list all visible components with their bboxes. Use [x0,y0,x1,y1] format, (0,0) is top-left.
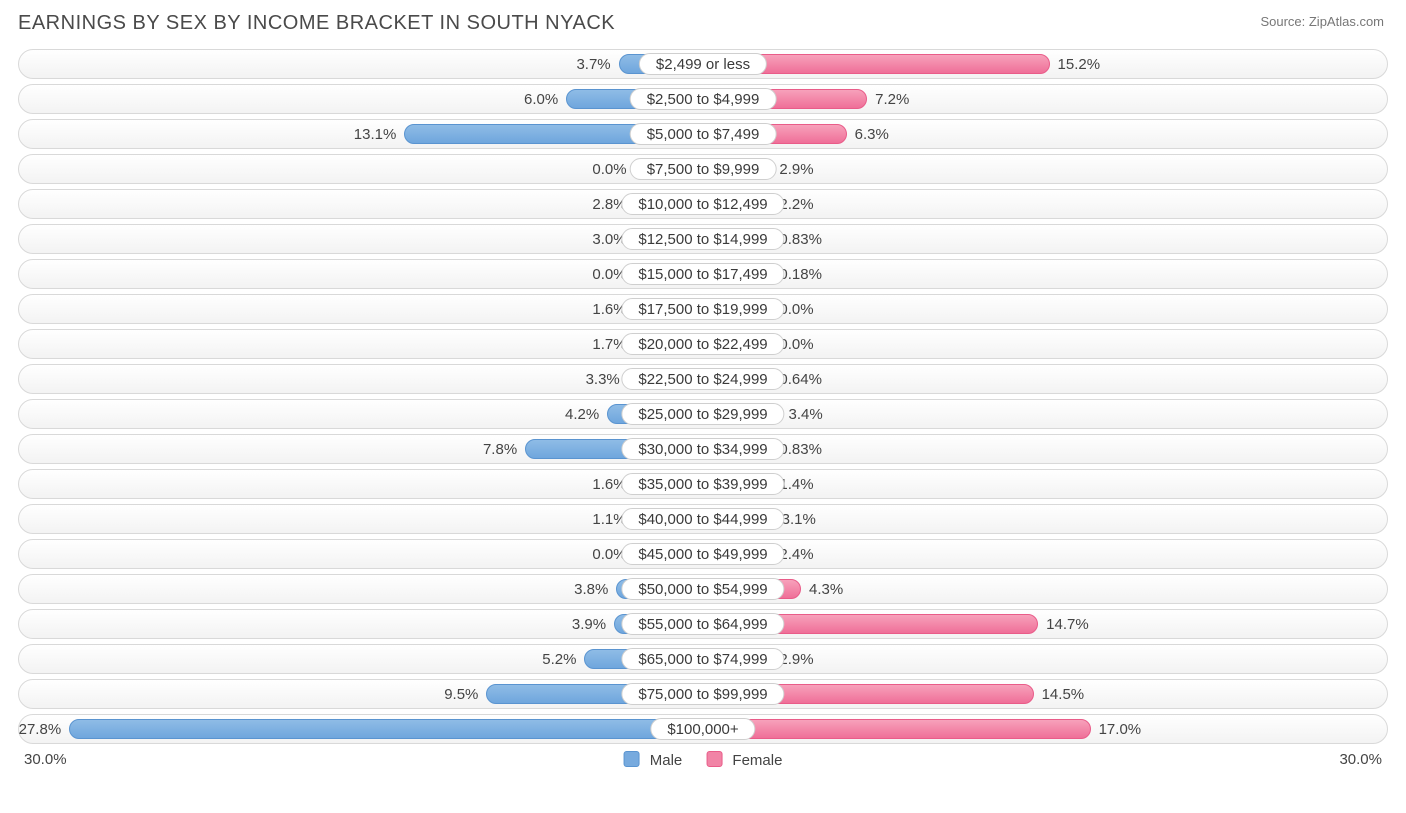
male-value-label: 4.2% [565,400,607,428]
category-pill: $25,000 to $29,999 [621,403,784,425]
category-pill: $10,000 to $12,499 [621,193,784,215]
axis-right-label: 30.0% [1339,751,1382,768]
category-pill: $20,000 to $22,499 [621,333,784,355]
category-pill: $40,000 to $44,999 [621,508,784,530]
chart-row: 5.2%2.9%$65,000 to $74,999 [18,644,1388,674]
legend-female-label: Female [732,752,782,769]
category-pill: $30,000 to $34,999 [621,438,784,460]
chart-row: 0.0% 2.9%$7,500 to $9,999 [18,154,1388,184]
chart-row: 3.9% 14.7% $55,000 to $64,999 [18,609,1388,639]
male-value-label: 6.0% [524,85,566,113]
male-value-label: 3.9% [572,610,614,638]
male-swatch-icon [624,751,640,767]
female-value-label: 4.3% [801,575,843,603]
male-value-label: 9.5% [444,680,486,708]
source-attribution: Source: ZipAtlas.com [1260,14,1384,29]
chart-row: 1.1%3.1%$40,000 to $44,999 [18,504,1388,534]
female-value-label: 2.9% [771,155,813,183]
female-value-label: 14.5% [1034,680,1085,708]
category-pill: $22,500 to $24,999 [621,368,784,390]
legend: Male Female [624,751,783,769]
legend-male: Male [624,751,683,769]
female-value-label: 3.4% [781,400,823,428]
chart-row: 1.6%0.0%$17,500 to $19,999 [18,294,1388,324]
male-value-label: 0.0% [592,155,634,183]
category-pill: $17,500 to $19,999 [621,298,784,320]
legend-female: Female [706,751,782,769]
chart-row: 3.0%0.83%$12,500 to $14,999 [18,224,1388,254]
male-bar [69,719,703,739]
female-value-label: 7.2% [867,85,909,113]
chart-row: 3.7% 15.2% $2,499 or less [18,49,1388,79]
category-pill: $7,500 to $9,999 [630,158,777,180]
chart-row: 6.0% 7.2% $2,500 to $4,999 [18,84,1388,114]
category-pill: $65,000 to $74,999 [621,648,784,670]
category-pill: $45,000 to $49,999 [621,543,784,565]
chart-row: 3.3%0.64%$22,500 to $24,999 [18,364,1388,394]
chart-title: EARNINGS BY SEX BY INCOME BRACKET IN SOU… [18,12,1388,35]
male-value-label: 3.8% [574,575,616,603]
category-pill: $35,000 to $39,999 [621,473,784,495]
female-swatch-icon [706,751,722,767]
male-value-label: 13.1% [354,120,405,148]
category-pill: $15,000 to $17,499 [621,263,784,285]
category-pill: $55,000 to $64,999 [621,613,784,635]
axis-row: 30.0% Male Female 30.0% [18,749,1388,768]
category-pill: $2,500 to $4,999 [630,88,777,110]
female-value-label: 6.3% [847,120,889,148]
chart-row: 9.5% 14.5% $75,000 to $99,999 [18,679,1388,709]
chart-row: 27.8% 17.0% $100,000+ [18,714,1388,744]
male-value-label: 7.8% [483,435,525,463]
chart-row: 0.0%0.18%$15,000 to $17,499 [18,259,1388,289]
chart-row: 7.8%0.83%$30,000 to $34,999 [18,434,1388,464]
legend-male-label: Male [650,752,683,769]
female-value-label: 15.2% [1050,50,1101,78]
male-value-label: 3.7% [576,50,618,78]
axis-left-label: 30.0% [24,751,67,768]
chart-row: 1.6%1.4%$35,000 to $39,999 [18,469,1388,499]
chart-row: 13.1% 6.3% $5,000 to $7,499 [18,119,1388,149]
category-pill: $75,000 to $99,999 [621,683,784,705]
female-value-label: 17.0% [1091,715,1142,743]
female-value-label: 14.7% [1038,610,1089,638]
female-bar [703,719,1091,739]
category-pill: $12,500 to $14,999 [621,228,784,250]
category-pill: $50,000 to $54,999 [621,578,784,600]
category-pill: $2,499 or less [639,53,767,75]
category-pill: $5,000 to $7,499 [630,123,777,145]
male-value-label: 5.2% [542,645,584,673]
chart-row: 3.8% 4.3% $50,000 to $54,999 [18,574,1388,604]
male-value-label: 27.8% [19,715,70,743]
chart-row: 1.7%0.0%$20,000 to $22,499 [18,329,1388,359]
chart-row: 0.0%2.4%$45,000 to $49,999 [18,539,1388,569]
chart-row: 4.2% 3.4%$25,000 to $29,999 [18,399,1388,429]
chart-row: 2.8%2.2%$10,000 to $12,499 [18,189,1388,219]
category-pill: $100,000+ [650,718,755,740]
diverging-bar-chart: 3.7% 15.2% $2,499 or less 6.0% 7.2% $2,500 to… [18,49,1388,744]
